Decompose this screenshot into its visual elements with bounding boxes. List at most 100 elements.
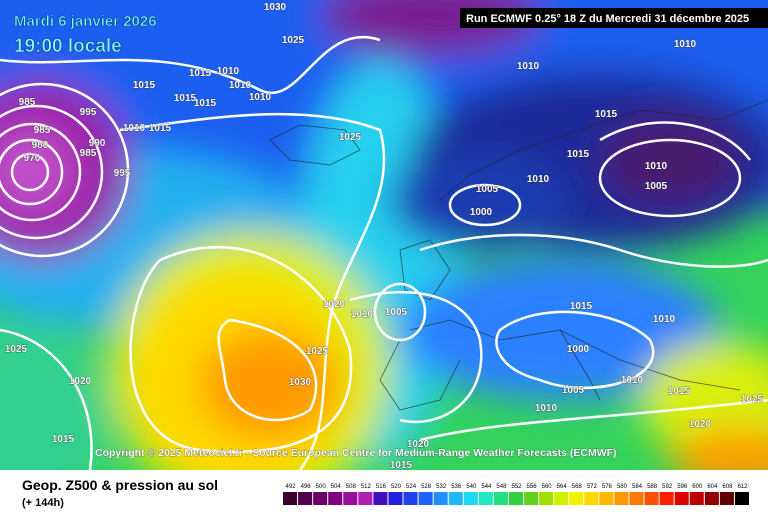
scale-swatch xyxy=(584,492,599,505)
isobar-label: 1010 xyxy=(674,39,697,50)
isobar-label: 1010 xyxy=(527,174,550,185)
scale-swatch xyxy=(554,492,569,505)
isobar-label: 1010 xyxy=(621,375,644,386)
scale-swatch xyxy=(298,492,313,505)
forecast-time: 19:00 locale xyxy=(14,36,122,57)
scale-swatch xyxy=(343,492,358,505)
isobar-label: 1010 xyxy=(249,92,272,103)
isobar-label: 1015 xyxy=(570,301,593,312)
isobar-label: 1015 xyxy=(595,109,618,120)
scale-label: 544 xyxy=(481,484,492,490)
isobar-label: 1005 xyxy=(476,184,499,195)
isobar-label: 1015 xyxy=(189,68,212,79)
scale-label: 556 xyxy=(527,484,538,490)
isobar-label: 1025 xyxy=(5,344,28,355)
scale-label: 584 xyxy=(632,484,643,490)
scale-label: 572 xyxy=(587,484,598,490)
scale-swatch xyxy=(614,492,629,505)
isobar-label: 1025 xyxy=(306,346,329,357)
scale-swatch xyxy=(433,492,448,505)
scale-swatch xyxy=(388,492,403,505)
isobar-label: 1015 xyxy=(567,149,590,160)
isobar-label: 1010 xyxy=(217,66,240,77)
scale-swatch xyxy=(599,492,614,505)
scale-label: 580 xyxy=(617,484,628,490)
run-banner xyxy=(460,8,768,28)
scale-label: 496 xyxy=(301,484,312,490)
color-scale: 492 496 500 504 508 512 516 520 524 528 532 536 540 5… xyxy=(283,484,749,505)
scale-swatch xyxy=(539,492,554,505)
scale-label: 540 xyxy=(466,484,477,490)
scale-swatch xyxy=(689,492,704,505)
scale-label: 548 xyxy=(496,484,507,490)
forecast-date: Mardi 6 janvier 2026 xyxy=(14,13,157,30)
scale-label: 504 xyxy=(331,484,342,490)
scale-swatch xyxy=(463,492,478,505)
isobar-label: 1025 xyxy=(339,132,362,143)
isobar-label: 995 xyxy=(114,168,131,179)
scale-label: 588 xyxy=(647,484,658,490)
scale-label: 568 xyxy=(572,484,583,490)
isobar-label: 1015 xyxy=(390,460,413,471)
isobar-label: 1005 xyxy=(562,385,585,396)
isobar-label: 1015 xyxy=(174,93,197,104)
scale-label: 492 xyxy=(286,484,297,490)
isobar-label: 985 xyxy=(19,97,36,108)
isobar-label: 1010 xyxy=(123,123,146,134)
scale-label: 536 xyxy=(451,484,462,490)
scale-swatch xyxy=(478,492,493,505)
scale-swatch xyxy=(629,492,644,505)
scale-label: 596 xyxy=(677,484,688,490)
scale-swatch xyxy=(418,492,433,505)
isobar-label: 1015 xyxy=(194,98,217,109)
scale-swatch xyxy=(719,492,734,505)
scale-label: 612 xyxy=(737,484,748,490)
isobar-label: 1000 xyxy=(567,344,590,355)
isobar-label: 1005 xyxy=(385,307,408,318)
isobar-label: 1000 xyxy=(470,207,493,218)
scale-swatch xyxy=(358,492,373,505)
scale-label: 508 xyxy=(346,484,357,490)
scale-label: 524 xyxy=(406,484,417,490)
isobar-label: 1010 xyxy=(653,314,676,325)
scale-swatch xyxy=(313,492,328,505)
scale-label: 592 xyxy=(662,484,673,490)
scale-label: 512 xyxy=(361,484,372,490)
scale-label: 576 xyxy=(602,484,613,490)
scale-swatch xyxy=(524,492,539,505)
isobar-label: 1015 xyxy=(133,80,156,91)
isobar-label: 985 xyxy=(34,125,51,136)
isobar-label: 1020 xyxy=(407,439,430,450)
scale-label: 564 xyxy=(557,484,568,490)
isobar-label: 1025 xyxy=(741,394,764,405)
copyright: Copyright © 2025 Meteociel.fr - Source E… xyxy=(95,447,617,459)
footer-title: Geop. Z500 & pression au sol xyxy=(22,477,218,493)
scale-swatch xyxy=(493,492,508,505)
scale-swatch xyxy=(644,492,659,505)
isobar-label: 970 xyxy=(24,153,41,164)
isobars xyxy=(0,36,768,470)
footer-subtitle: (+ 144h) xyxy=(22,497,64,509)
isobar-label: 1010 xyxy=(229,80,252,91)
scale-label: 532 xyxy=(436,484,447,490)
isobar-label: 1015 xyxy=(52,434,75,445)
scale-swatch xyxy=(704,492,719,505)
isobar-label: 995 xyxy=(80,107,97,118)
scale-swatch xyxy=(659,492,674,505)
scale-label: 560 xyxy=(542,484,553,490)
scale-swatch xyxy=(328,492,343,505)
isobar-label: 1015 xyxy=(149,123,172,134)
run-info: Run ECMWF 0.25° 18 Z du Mercredi 31 déce… xyxy=(466,13,749,25)
scale-label: 552 xyxy=(511,484,522,490)
scale-label: 500 xyxy=(316,484,327,490)
isobar-label: 1020 xyxy=(689,419,712,430)
scale-label: 608 xyxy=(722,484,733,490)
coastlines xyxy=(269,99,768,411)
scale-swatch xyxy=(734,492,749,505)
scale-label: 516 xyxy=(376,484,387,490)
isobar-label: 990 xyxy=(89,138,106,149)
scale-swatch xyxy=(569,492,584,505)
isobar-label: 980 xyxy=(32,140,49,151)
isobar-label: 1010 xyxy=(517,61,540,72)
